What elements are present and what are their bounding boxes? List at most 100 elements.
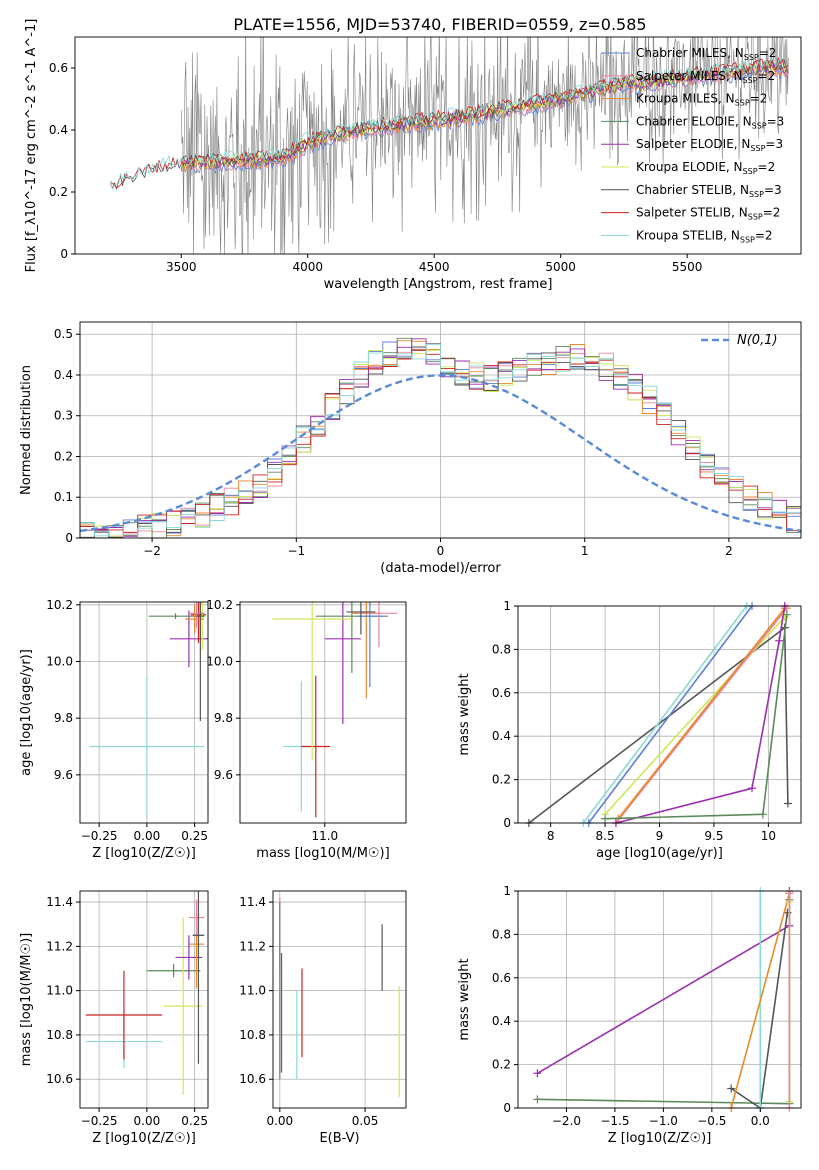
y-axis-label: mass weight xyxy=(457,958,472,1040)
y-tick-label: 11.4 xyxy=(46,895,73,909)
legend-label: Kroupa ELODIE, NSSP=2 xyxy=(636,160,775,176)
y-tick-label: 11.0 xyxy=(239,984,266,998)
legend-label: Kroupa MILES, NSSP=2 xyxy=(636,92,767,108)
y-tick-label: 0.2 xyxy=(49,185,68,199)
cdf-line xyxy=(615,605,786,824)
x-tick-label: −0.25 xyxy=(81,1114,118,1128)
legend-label-main: Salpeter MILES, N xyxy=(636,69,743,83)
legend-label-sub: SSP xyxy=(740,235,755,244)
mass_vs_EBV-plot-area xyxy=(279,897,400,1097)
legend-label: Chabrier MILES, NSSP=2 xyxy=(636,46,776,62)
legend-label-suffix: =2 xyxy=(758,160,776,174)
mass_vs_EBV-panel: 0.00 0.05 10.6 10.8 11.0 11.2 11.4 E(B-V) xyxy=(239,890,407,1146)
y-tick-label: 0.3 xyxy=(54,409,73,423)
y-tick-label: 10.0 xyxy=(46,655,73,669)
y-tick-label: 9.6 xyxy=(214,768,233,782)
axes-frame xyxy=(74,36,802,255)
cdf-marker xyxy=(601,814,610,823)
x-axis-label: mass [log10(M/M☉)] xyxy=(256,846,389,861)
y-tick-label: 10.6 xyxy=(46,1072,73,1086)
y-tick-label: 9.6 xyxy=(54,768,73,782)
y-tick-label: 0.2 xyxy=(54,449,73,463)
legend-label-sub: SSP xyxy=(744,53,759,62)
cdf-marker xyxy=(783,799,792,808)
y-tick-label: 11.0 xyxy=(46,984,73,998)
x-tick-label: 2 xyxy=(725,544,733,558)
legend-label-main: Chabrier MILES, N xyxy=(636,46,744,60)
y-tick-label: 11.2 xyxy=(239,939,266,953)
x-tick-label: 1 xyxy=(581,544,589,558)
x-tick-label: 5000 xyxy=(545,260,576,274)
x-tick-label: −1.5 xyxy=(600,1114,629,1128)
legend-label: Salpeter MILES, NSSP=2 xyxy=(636,69,775,85)
x-tick-label: 0.25 xyxy=(181,829,208,843)
x-tick-label: 0.00 xyxy=(134,829,161,843)
axes-frame xyxy=(517,890,802,1109)
legend-label-suffix: =2 xyxy=(750,92,768,106)
cdf-marker xyxy=(533,1095,542,1104)
cdf-marker xyxy=(533,1069,542,1078)
x-tick-label: 0.00 xyxy=(266,1114,293,1128)
cdf_Z-panel: −2.0 −1.5 −1.0 −0.5 0.0 0 0.2 0.4 0.6 0.8 1 Z [log1… xyxy=(457,884,802,1146)
age_vs_Z-plot-area xyxy=(89,602,208,818)
y-tick-label: 9.8 xyxy=(214,711,233,725)
x-tick-label: −1 xyxy=(287,544,305,558)
y-tick-label: 1 xyxy=(503,884,511,898)
x-tick-label: 9.5 xyxy=(704,829,723,843)
cdf-line xyxy=(588,605,753,824)
y-tick-label: 10.8 xyxy=(46,1028,73,1042)
legend-label-suffix: =2 xyxy=(763,206,781,220)
legend-label-main: Kroupa ELODIE, N xyxy=(636,160,743,174)
x-tick-label: 10 xyxy=(761,829,776,843)
x-tick-label: 0.05 xyxy=(352,1114,379,1128)
figure-title: PLATE=1556, MJD=53740, FIBERID=0559, z=0… xyxy=(233,15,646,34)
y-tick-label: 0.8 xyxy=(492,642,511,656)
legend-label: Salpeter ELODIE, NSSP=3 xyxy=(636,137,783,153)
y-tick-label: 0.8 xyxy=(492,927,511,941)
cdf-marker xyxy=(785,889,794,898)
axes-frame xyxy=(272,890,407,1109)
legend-label-sub: SSP xyxy=(743,167,758,176)
y-axis-label: mass [log10(M/M☉)] xyxy=(19,933,34,1066)
y-tick-label: 0.6 xyxy=(492,686,511,700)
cdf-marker xyxy=(775,636,784,645)
cdf-marker xyxy=(758,810,767,819)
legend-label-sub: SSP xyxy=(750,144,765,153)
age_vs_mass-panel: 11.0 9.6 9.8 10.0 10.2 mass [log10(M/M☉)] xyxy=(206,598,407,861)
y-tick-label: 10.2 xyxy=(206,598,233,612)
legend-label-sub: SSP xyxy=(735,99,750,108)
legend-label-main: Kroupa STELIB, N xyxy=(636,228,740,242)
legend-label-suffix: =2 xyxy=(759,46,777,60)
cdf-line xyxy=(730,892,791,1109)
x-tick-label: 8.5 xyxy=(596,829,615,843)
y-tick-label: 0.6 xyxy=(492,971,511,985)
x-tick-label: 4000 xyxy=(292,260,323,274)
age_vs_mass-plot-area xyxy=(272,602,397,818)
x-tick-label: 3500 xyxy=(166,260,197,274)
cdf-line xyxy=(582,605,748,824)
mass_vs_Z-plot-area xyxy=(85,891,205,1095)
x-tick-label: −2.0 xyxy=(552,1114,581,1128)
residuals-panel: N(0,1) −2 −1 0 1 2 0 0.1 0.2 0.3 0.4 0.5 (data-model… xyxy=(19,321,802,576)
x-tick-label: 8 xyxy=(547,829,555,843)
y-axis-label: age [log10(age/yr)] xyxy=(19,649,34,776)
x-tick-label: 11.0 xyxy=(311,829,338,843)
spectrum-model-line xyxy=(180,63,789,173)
legend-label-suffix: =3 xyxy=(765,137,783,151)
y-tick-label: 0.6 xyxy=(49,61,68,75)
axes-frame xyxy=(79,890,209,1109)
spectrum-model-line xyxy=(110,56,789,191)
legend-label-main: Salpeter STELIB, N xyxy=(636,206,748,220)
cdf-line xyxy=(615,607,788,824)
legend-label-sub: SSP xyxy=(752,121,767,130)
legend-label-main: Chabrier STELIB, N xyxy=(636,183,749,197)
x-axis-label: age [log10(age/yr)] xyxy=(596,846,723,861)
legend-label-suffix: =2 xyxy=(755,228,773,242)
y-tick-label: 0 xyxy=(60,247,68,261)
legend-label: Chabrier STELIB, NSSP=3 xyxy=(636,183,782,199)
x-axis-label: E(B-V) xyxy=(319,1131,359,1146)
axes-frame xyxy=(79,601,209,824)
x-axis-label: (data-model)/error xyxy=(380,561,501,576)
legend-label-suffix: =3 xyxy=(767,114,785,128)
